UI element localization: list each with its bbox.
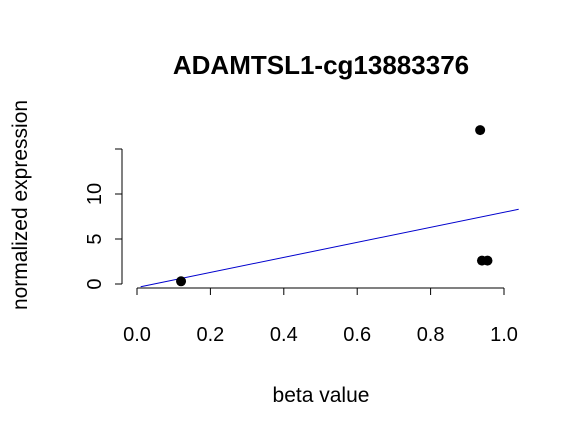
y-axis-label: normalized expression bbox=[9, 100, 32, 310]
x-tick-label: 0.2 bbox=[196, 324, 224, 346]
data-point bbox=[475, 125, 486, 136]
data-point bbox=[482, 255, 493, 266]
data-point bbox=[176, 276, 187, 287]
y-axis: 0 5 10 bbox=[84, 148, 123, 290]
chart-title: ADAMTSL1-cg13883376 bbox=[173, 50, 469, 80]
x-tick-label: 0.6 bbox=[343, 324, 371, 346]
y-tick-label: 10 bbox=[84, 183, 106, 205]
x-axis-label: beta value bbox=[273, 384, 370, 407]
y-tick-label: 0 bbox=[84, 278, 106, 289]
x-tick-label: 0.4 bbox=[270, 324, 298, 346]
x-tick-label: 0.0 bbox=[123, 324, 151, 346]
data-points bbox=[176, 125, 493, 287]
regression-line bbox=[140, 208, 519, 288]
plot-area bbox=[140, 125, 519, 288]
x-axis: 0.0 0.2 0.4 0.6 0.8 1.0 bbox=[123, 287, 518, 346]
x-tick-label: 1.0 bbox=[490, 324, 518, 346]
x-tick-label: 0.8 bbox=[417, 324, 445, 346]
y-tick-label: 5 bbox=[84, 233, 106, 244]
